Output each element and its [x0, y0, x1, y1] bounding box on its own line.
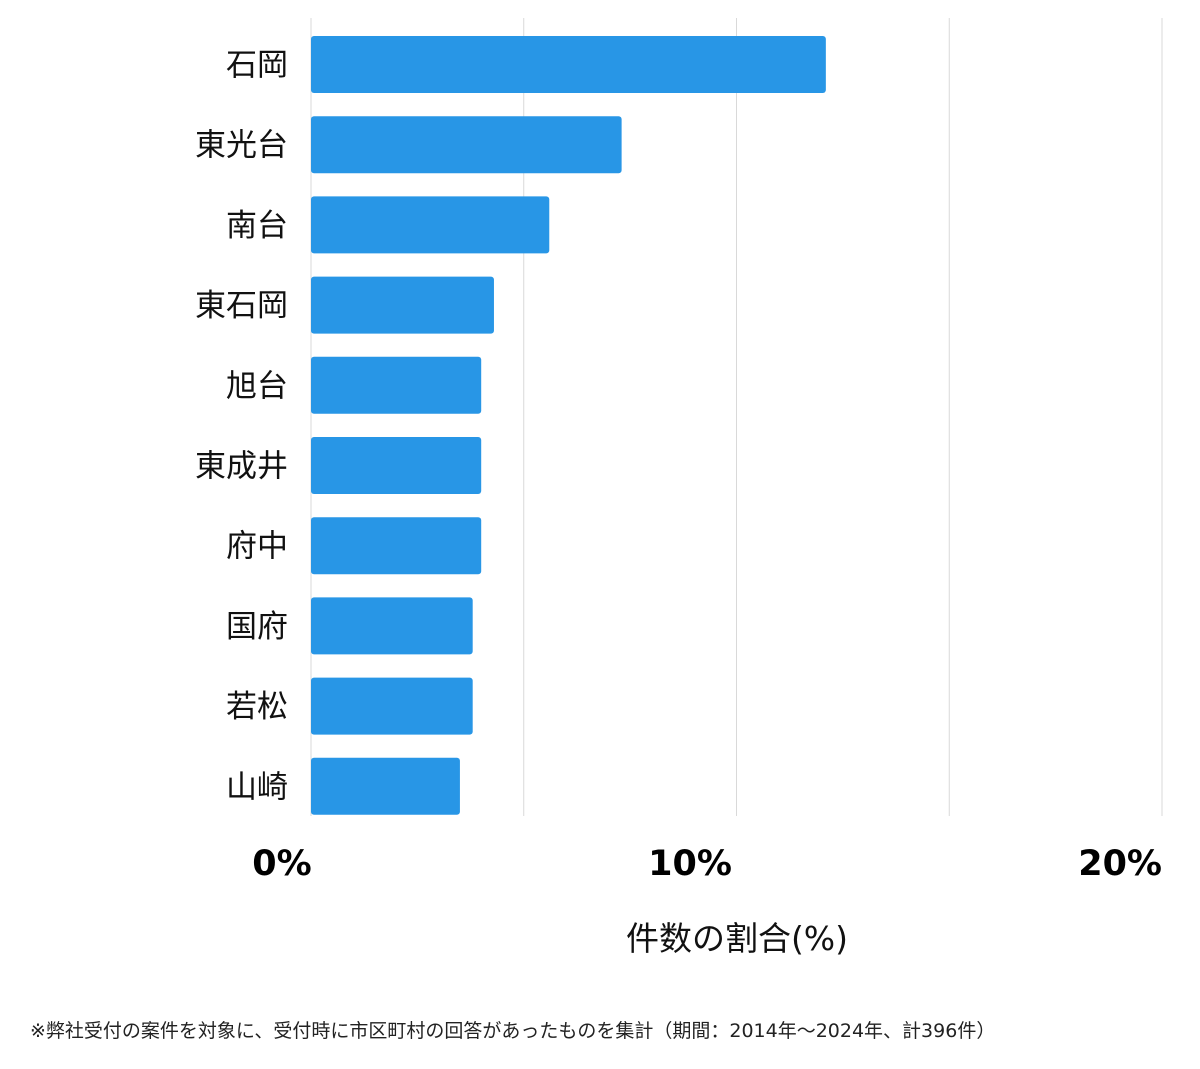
category-label: 東石岡: [195, 288, 288, 324]
bar: [311, 196, 550, 254]
category-label: 南台: [226, 208, 288, 244]
category-label: 石岡: [226, 48, 288, 84]
bar: [311, 276, 494, 334]
bar: [311, 356, 482, 414]
category-label: 国府: [226, 609, 288, 645]
x-tick-label: 20%: [1078, 844, 1162, 884]
x-axis-label: 件数の割合(%): [625, 919, 849, 958]
category-label: 山崎: [226, 769, 288, 805]
category-label: 若松: [226, 689, 288, 725]
bar: [311, 517, 482, 575]
footnote: ※弊社受付の案件を対象に、受付時に市区町村の回答があったものを集計（期間：201…: [30, 1020, 996, 1042]
bar: [311, 597, 473, 655]
x-tick-label: 0%: [252, 844, 311, 884]
bar: [311, 36, 826, 93]
category-label: 府中: [226, 529, 288, 565]
category-label: 旭台: [226, 368, 288, 404]
bar: [311, 677, 473, 735]
bar: [311, 757, 460, 815]
bar: [311, 437, 482, 494]
category-label: 東成井: [195, 449, 288, 485]
category-label: 東光台: [195, 128, 288, 164]
bar: [311, 116, 622, 174]
x-tick-label: 10%: [648, 844, 732, 884]
